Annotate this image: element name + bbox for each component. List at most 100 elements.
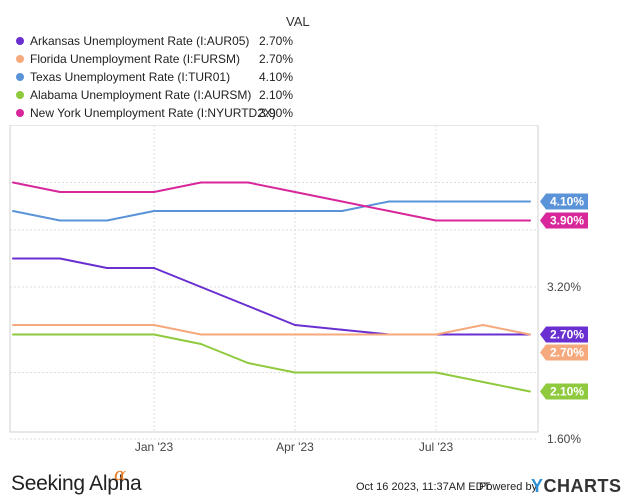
ycharts-logo: YCHARTS — [531, 476, 622, 497]
legend-item[interactable]: New York Unemployment Rate (I:NYURTD2X) — [16, 104, 316, 122]
data-point — [388, 210, 390, 212]
legend-item-name: Alabama Unemployment Rate (I:AURSM) — [30, 88, 252, 102]
legend-value-header: VAL — [286, 14, 310, 29]
legend-item-value: 4.10% — [259, 70, 294, 84]
data-point — [341, 210, 343, 212]
end-value-tag-shape — [540, 326, 588, 343]
legend-dot-icon — [16, 55, 24, 63]
data-point — [388, 371, 390, 374]
data-point — [12, 210, 14, 212]
data-point — [106, 219, 108, 222]
series-line — [13, 257, 530, 336]
y-tick-label: 3.20% — [547, 280, 581, 294]
data-point — [435, 219, 437, 222]
footer: Seeking Alpha α Oct 16 2023, 11:37AM EDT… — [0, 462, 635, 501]
data-point — [435, 371, 437, 374]
legend-item-value: 3.90% — [259, 106, 294, 120]
timestamp: Oct 16 2023, 11:37AM EDT. — [356, 481, 493, 493]
data-point — [247, 305, 249, 307]
data-point — [529, 200, 531, 203]
data-point — [294, 333, 296, 336]
data-point — [12, 181, 14, 184]
end-value-tag: 3.90% — [540, 212, 588, 229]
legend-item[interactable]: Florida Unemployment Rate (I:FURSM) — [16, 50, 316, 68]
legend-dot-icon — [16, 91, 24, 99]
data-point — [247, 333, 249, 336]
end-value-tag-shape — [540, 383, 588, 400]
end-value-label: 2.70% — [550, 346, 584, 360]
legend-dot-icon — [16, 109, 24, 117]
data-point — [12, 257, 14, 260]
legend-item-name: New York Unemployment Rate (I:NYURTD2X) — [30, 106, 276, 120]
data-point — [200, 286, 202, 288]
end-value-label: 4.10% — [550, 195, 584, 209]
data-point — [106, 267, 108, 269]
series-line — [13, 333, 531, 393]
data-point — [153, 191, 155, 193]
line-chart: Jan '23 Apr '23 Jul '23 3.20% 1.60% 2.70% 2.70… — [9, 125, 588, 454]
seeking-alpha-logo: Seeking Alpha — [11, 472, 142, 495]
data-point — [341, 200, 343, 203]
data-point — [153, 333, 155, 336]
ycharts-logo-y: Y — [531, 476, 544, 496]
legend-item-name: Florida Unemployment Rate (I:FURSM) — [30, 52, 241, 66]
plot-frame — [9, 125, 539, 433]
data-point — [341, 371, 343, 374]
legend-item-name: Texas Unemployment Rate (I:TUR01) — [30, 70, 231, 84]
legend-item[interactable]: Texas Unemployment Rate (I:TUR01) — [16, 68, 316, 86]
x-tick-label: Jul '23 — [419, 440, 454, 454]
data-point — [435, 200, 437, 203]
legend-item[interactable]: Alabama Unemployment Rate (I:AURSM) — [16, 86, 316, 104]
data-point — [482, 333, 484, 336]
data-point — [482, 381, 484, 383]
y-tick-label: 1.60% — [547, 432, 581, 446]
legend-item[interactable]: Arkansas Unemployment Rate (I:AUR05) — [16, 32, 316, 50]
data-point — [482, 200, 484, 203]
data-point — [200, 343, 202, 345]
series-line — [12, 181, 530, 222]
data-point — [59, 219, 61, 222]
data-point — [106, 333, 108, 336]
end-value-tag: 2.70% — [540, 326, 588, 343]
end-value-tag-shape — [540, 212, 588, 229]
data-point — [59, 191, 61, 193]
x-tick-label: Apr '23 — [276, 440, 314, 454]
ycharts-logo-rest: CHARTS — [543, 476, 622, 496]
legend: VAL Arkansas Unemployment Rate (I:AUR05)… — [0, 0, 635, 125]
end-value-tag-shape — [540, 193, 588, 210]
data-point — [59, 333, 61, 336]
data-point — [12, 333, 14, 336]
data-point — [247, 181, 249, 184]
legend-dot-icon — [16, 73, 24, 81]
seeking-alpha-mark: α — [114, 464, 127, 485]
legend-item-value: 2.70% — [259, 52, 294, 66]
data-point — [59, 324, 61, 326]
end-value-label: 2.70% — [550, 328, 584, 342]
end-value-tag-shape — [540, 344, 588, 361]
data-point — [294, 191, 296, 193]
end-value-tag: 4.10% — [540, 193, 588, 210]
data-point — [153, 267, 155, 269]
data-point — [200, 210, 202, 212]
data-point — [12, 324, 14, 326]
data-point — [247, 210, 249, 212]
data-point — [294, 324, 296, 326]
end-value-label: 2.10% — [550, 385, 584, 399]
data-point — [200, 333, 202, 336]
data-point — [529, 390, 531, 393]
data-point — [294, 371, 296, 374]
data-point — [529, 333, 531, 336]
data-point — [247, 362, 249, 364]
data-point — [106, 191, 108, 193]
series-line — [12, 200, 530, 222]
data-point — [106, 324, 108, 326]
legend-item-name: Arkansas Unemployment Rate (I:AUR05) — [30, 34, 250, 48]
end-value-tag: 2.70% — [540, 344, 588, 361]
data-point — [435, 333, 437, 336]
data-point — [294, 210, 296, 212]
legend-item-value: 2.10% — [259, 88, 294, 102]
data-point — [341, 333, 343, 336]
series-line — [13, 324, 531, 336]
end-value-label: 3.90% — [550, 214, 584, 228]
data-point — [153, 210, 155, 212]
